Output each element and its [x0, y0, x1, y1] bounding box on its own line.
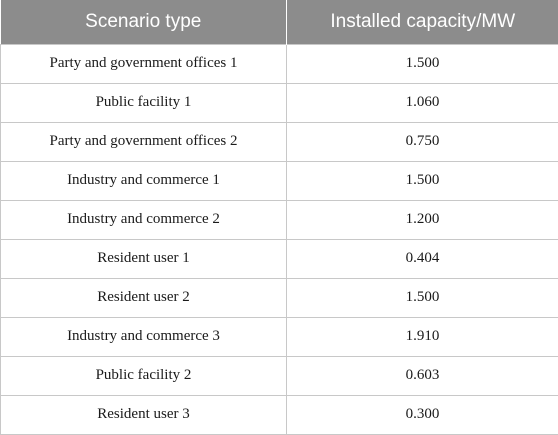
scenario-cell: Resident user 3	[1, 395, 287, 434]
capacity-cell: 0.300	[287, 395, 558, 434]
header-installed-capacity: Installed capacity/MW	[287, 0, 558, 44]
table-row: Resident user 3 0.300	[1, 395, 558, 434]
capacity-cell: 1.910	[287, 317, 558, 356]
scenario-cell: Public facility 2	[1, 356, 287, 395]
header-row: Scenario type Installed capacity/MW	[1, 0, 558, 44]
table-row: Industry and commerce 2 1.200	[1, 200, 558, 239]
table-header: Scenario type Installed capacity/MW	[1, 0, 558, 44]
header-scenario-type: Scenario type	[1, 0, 287, 44]
table-row: Industry and commerce 1 1.500	[1, 161, 558, 200]
capacity-cell: 1.500	[287, 161, 558, 200]
capacity-cell: 0.750	[287, 122, 558, 161]
scenario-cell: Resident user 2	[1, 278, 287, 317]
scenario-cell: Party and government offices 2	[1, 122, 287, 161]
capacity-cell: 0.603	[287, 356, 558, 395]
scenario-cell: Industry and commerce 3	[1, 317, 287, 356]
table-row: Industry and commerce 3 1.910	[1, 317, 558, 356]
table-row: Resident user 1 0.404	[1, 239, 558, 278]
scenario-cell: Public facility 1	[1, 83, 287, 122]
scenario-cell: Industry and commerce 2	[1, 200, 287, 239]
capacity-cell: 1.200	[287, 200, 558, 239]
table-row: Party and government offices 1 1.500	[1, 44, 558, 83]
table-row: Public facility 1 1.060	[1, 83, 558, 122]
capacity-cell: 1.060	[287, 83, 558, 122]
scenario-cell: Industry and commerce 1	[1, 161, 287, 200]
table-row: Resident user 2 1.500	[1, 278, 558, 317]
capacity-cell: 1.500	[287, 44, 558, 83]
table-body: Party and government offices 1 1.500 Pub…	[1, 44, 558, 434]
scenario-cell: Resident user 1	[1, 239, 287, 278]
scenario-cell: Party and government offices 1	[1, 44, 287, 83]
capacity-cell: 1.500	[287, 278, 558, 317]
table-row: Public facility 2 0.603	[1, 356, 558, 395]
capacity-cell: 0.404	[287, 239, 558, 278]
table-row: Party and government offices 2 0.750	[1, 122, 558, 161]
